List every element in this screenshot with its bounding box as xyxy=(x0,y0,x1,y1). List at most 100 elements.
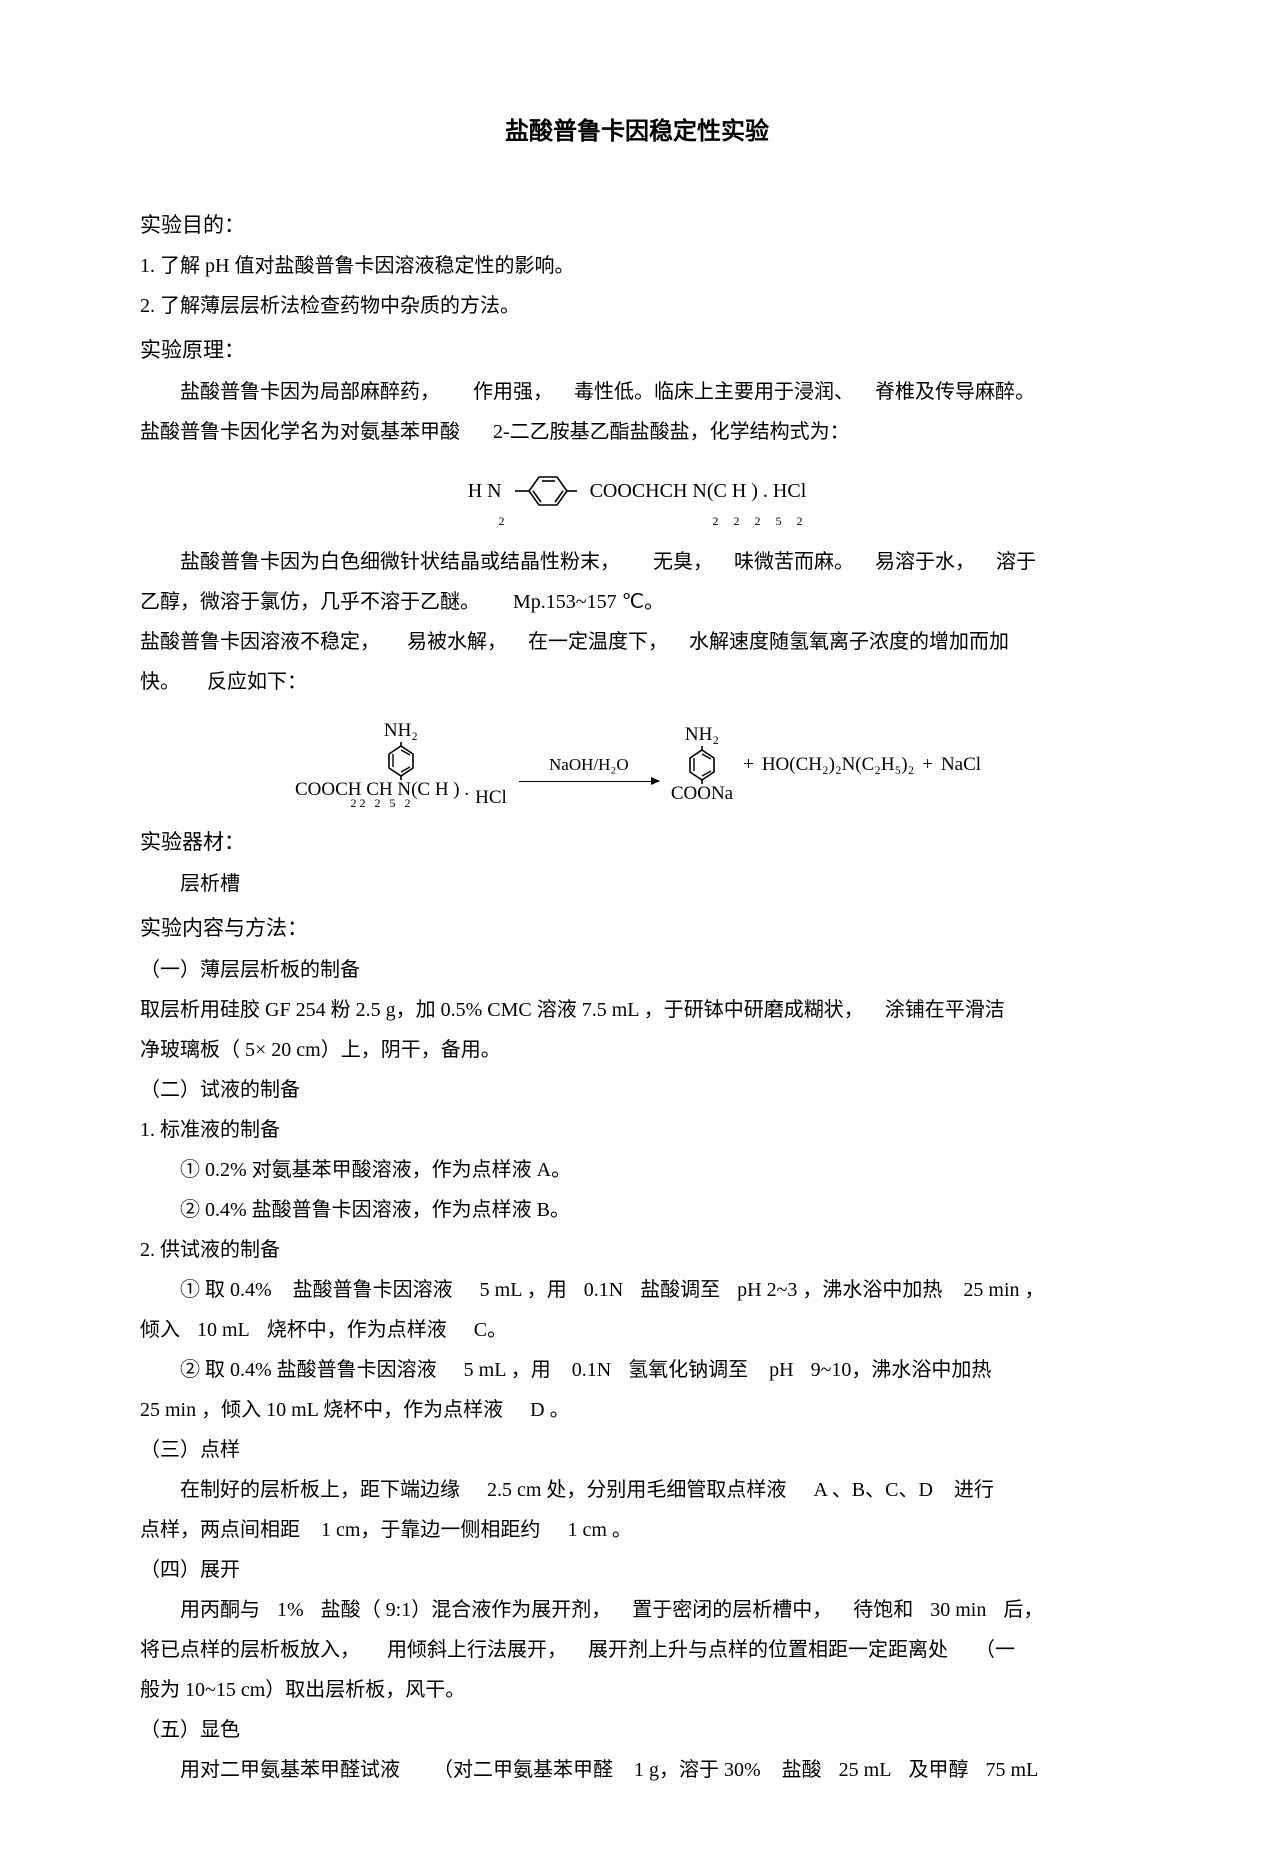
text: 无臭， xyxy=(653,551,713,573)
text: （一 xyxy=(975,1639,1015,1661)
sub5-p: 用对二甲氨基苯甲醛试液 （对二甲氨基苯甲醛 1 g，溶于 30% 盐酸 25 m… xyxy=(140,1751,1134,1789)
plus: + xyxy=(743,747,754,783)
test-label: 2. 供试液的制备 xyxy=(140,1231,1134,1269)
text: 盐酸普鲁卡因溶液不稳定， xyxy=(140,631,380,653)
benzene-ring-icon xyxy=(385,742,417,780)
std-label: 1. 标准液的制备 xyxy=(140,1111,1134,1149)
text: HCl xyxy=(475,788,507,809)
sub2-label: （二）试液的制备 xyxy=(140,1071,1134,1109)
text: 快。 xyxy=(140,671,180,693)
sub4-p2: 将已点样的层析板放入， 用倾斜上行法展开， 展开剂上升与点样的位置相距一定距离处… xyxy=(140,1631,1134,1669)
formula-right: COOCHCH N(C H ) . HCl xyxy=(590,479,807,503)
principle-p6: 快。 反应如下： xyxy=(140,663,1134,701)
text: ② 取 0.4% 盐酸普鲁卡因溶液 xyxy=(180,1359,437,1381)
text: 毒性低。临床上主要用于浸润、 xyxy=(574,381,854,403)
text: 展开剂上升与点样的位置相距一定距离处 xyxy=(588,1639,948,1661)
plus: + xyxy=(922,747,933,783)
reactant: NH₂ COOCH CH N(C H ) . 22 2 5 2 HCl xyxy=(295,721,507,809)
sub3-p2: 点样，两点间相距 1 cm，于靠边一侧相距约 1 cm 。 xyxy=(140,1511,1134,1549)
text: 待饱和 xyxy=(853,1599,913,1621)
text: 后， xyxy=(1003,1599,1043,1621)
benzene-ring-icon xyxy=(686,746,718,784)
test-b2: 25 min ，倾入 10 mL 烧杯中，作为点样液 D 。 xyxy=(140,1391,1134,1429)
text: 1 cm，于靠边一侧相距约 xyxy=(321,1519,540,1541)
text: （对二甲氨基苯甲醛 xyxy=(433,1759,613,1781)
text: 10 mL xyxy=(197,1319,250,1341)
text: NH₂ xyxy=(384,721,418,742)
text: 75 mL xyxy=(985,1759,1038,1781)
text: 作用强， xyxy=(473,381,553,403)
text: 将已点样的层析板放入， xyxy=(140,1639,360,1661)
sub: 2 xyxy=(499,514,505,528)
text: 1% xyxy=(277,1599,304,1621)
test-b: ② 取 0.4% 盐酸普鲁卡因溶液 5 mL ，用 0.1N 氢氧化钠调至 pH… xyxy=(140,1351,1134,1389)
doc-title: 盐酸普鲁卡因稳定性实验 xyxy=(140,110,1134,156)
text: 脊椎及传导麻醉。 xyxy=(875,381,1035,403)
text: 25 mL xyxy=(839,1759,892,1781)
text: 盐酸普鲁卡因为白色细微针状结晶或结晶性粉末， xyxy=(180,551,620,573)
text: COONa xyxy=(671,784,733,805)
text: 味微苦而麻。 xyxy=(734,551,854,573)
std-a: ① 0.2% 对氨基苯甲酸溶液，作为点样液 A。 xyxy=(180,1151,1134,1189)
product-3: NaCl xyxy=(941,747,981,783)
sub1-p: 取层析用硅胶 GF 254 粉 2.5 g，加 0.5% CMC 溶液 7.5 … xyxy=(140,991,1134,1029)
sub4-label: （四）展开 xyxy=(140,1551,1134,1589)
text: 乙醇，微溶于氯仿，几乎不溶于乙醚。 xyxy=(140,591,480,613)
reaction-scheme: NH₂ COOCH CH N(C H ) . 22 2 5 2 HCl NaOH… xyxy=(140,721,1134,809)
purpose-item-1: 1. 了解 pH 值对盐酸普鲁卡因溶液稳定性的影响。 xyxy=(140,247,1134,285)
text: 及甲醇 xyxy=(908,1759,968,1781)
formula-left: H N xyxy=(468,479,502,503)
text: 氢氧化钠调至 xyxy=(628,1359,748,1381)
sub: 22 2 5 2 xyxy=(351,797,414,809)
text: pH 2~3 ，沸水浴中加热 xyxy=(737,1279,942,1301)
text: 涂铺在平滑洁 xyxy=(885,999,1005,1021)
text: 5 mL ，用 xyxy=(480,1279,567,1301)
product-2: HO(CH₂)₂N(C₂H₅)₂ xyxy=(762,747,914,783)
text: 0.1N xyxy=(572,1359,611,1381)
text: 30 min xyxy=(930,1599,986,1621)
principle-p2: 盐酸普鲁卡因化学名为对氨基苯甲酸 2-二乙胺基乙酯盐酸盐，化学结构式为： xyxy=(140,413,1134,451)
text: 取层析用硅胶 GF 254 粉 2.5 g，加 0.5% CMC 溶液 7.5 … xyxy=(140,999,864,1021)
text: 盐酸 xyxy=(782,1759,822,1781)
text: 进行 xyxy=(954,1479,994,1501)
principle-p4: 乙醇，微溶于氯仿，几乎不溶于乙醚。 Mp.153~157 ℃。 xyxy=(140,583,1134,621)
text: 倾入 xyxy=(140,1319,180,1341)
text: 置于密闭的层析槽中， xyxy=(632,1599,832,1621)
text: A 、B、C、D xyxy=(813,1479,932,1501)
text: 盐酸调至 xyxy=(640,1279,720,1301)
text: 易溶于水， xyxy=(875,551,975,573)
principle-heading: 实验原理： xyxy=(140,331,1134,371)
text: 用倾斜上行法展开， xyxy=(387,1639,567,1661)
product-1: NH₂ COONa xyxy=(671,725,733,805)
sub5-label: （五）显色 xyxy=(140,1711,1134,1749)
test-a: ① 取 0.4% 盐酸普鲁卡因溶液 5 mL ，用 0.1N 盐酸调至 pH 2… xyxy=(140,1271,1134,1309)
text: 反应如下： xyxy=(207,671,307,693)
arrow-label: NaOH/H₂O xyxy=(549,749,629,781)
purpose-heading: 实验目的： xyxy=(140,206,1134,246)
text: 盐酸普鲁卡因为局部麻醉药， xyxy=(180,381,440,403)
formula-1: H N COOCHCH N(C H ) . HCl 2 2 2 2 5 2 xyxy=(140,469,1134,531)
text: pH xyxy=(769,1359,793,1381)
text: 25 min ，倾入 10 mL 烧杯中，作为点样液 xyxy=(140,1399,503,1421)
text: 9~10，沸水浴中加热 xyxy=(811,1359,992,1381)
text: 2.5 cm 处，分别用毛细管取点样液 xyxy=(487,1479,786,1501)
text: 1 cm 。 xyxy=(567,1519,631,1541)
text: 易被水解， xyxy=(407,631,507,653)
principle-p3: 盐酸普鲁卡因为白色细微针状结晶或结晶性粉末， 无臭， 味微苦而麻。 易溶于水， … xyxy=(140,543,1134,581)
apparatus-item: 层析槽 xyxy=(140,865,1134,903)
text: 烧杯中，作为点样液 xyxy=(267,1319,447,1341)
text: 水解速度随氢氧离子浓度的增加而加 xyxy=(689,631,1009,653)
text: 点样，两点间相距 xyxy=(140,1519,300,1541)
text: ① 取 0.4% xyxy=(180,1279,272,1301)
arrow-line-icon xyxy=(519,781,659,782)
text: 盐酸普鲁卡因化学名为对氨基苯甲酸 xyxy=(140,421,460,443)
text: 盐酸（ 9:1）混合液作为展开剂， xyxy=(321,1599,612,1621)
text: C。 xyxy=(474,1319,507,1341)
sub3-p: 在制好的层析板上，距下端边缘 2.5 cm 处，分别用毛细管取点样液 A 、B、… xyxy=(140,1471,1134,1509)
test-a2: 倾入 10 mL 烧杯中，作为点样液 C。 xyxy=(140,1311,1134,1349)
std-b: ② 0.4% 盐酸普鲁卡因溶液，作为点样液 B。 xyxy=(180,1191,1134,1229)
text: 用对二甲氨基苯甲醛试液 xyxy=(180,1759,400,1781)
sub4-p3: 般为 10~15 cm）取出层析板，风干。 xyxy=(140,1671,1134,1709)
text: 用丙酮与 xyxy=(180,1599,260,1621)
sub: 2 2 2 5 2 xyxy=(713,514,809,528)
